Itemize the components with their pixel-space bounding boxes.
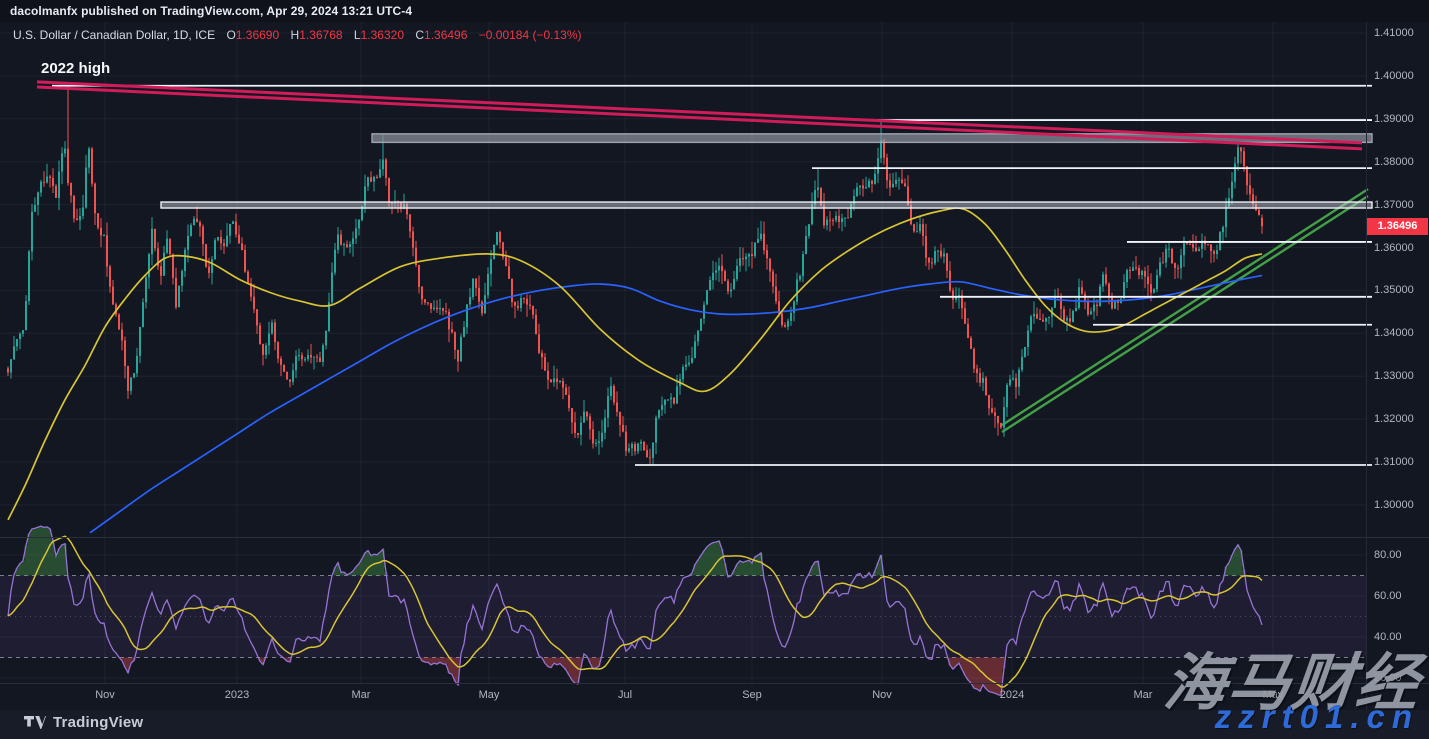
price-axis-label: 1.41000	[1374, 27, 1414, 39]
last-price-badge: 1.36496	[1367, 217, 1428, 235]
tradingview-logo-text: TradingView	[53, 714, 144, 731]
time-axis-label: 2024	[999, 689, 1025, 701]
bottom-bar	[0, 710, 1429, 739]
ma-200-line	[89, 274, 1263, 534]
rsi-ma-line	[7, 535, 1263, 688]
descending-trendlines	[36, 80, 1363, 151]
rsi-line	[7, 525, 1263, 697]
time-axis-divider	[0, 683, 1429, 684]
rsi-line	[7, 525, 1263, 697]
ascending-channel-lines	[1001, 188, 1369, 433]
annotation-2022-high: 2022 high	[41, 60, 111, 77]
moving-averages	[7, 207, 1263, 534]
ohlc-change-value: −0.00184 (−0.13%)	[478, 28, 582, 42]
price-axis-label: 1.30000	[1374, 498, 1414, 511]
price-axis-label: 1.36000	[1374, 241, 1414, 254]
symbol-legend[interactable]: U.S. Dollar / Canadian Dollar, 1D, ICE O…	[13, 28, 582, 42]
price-axis-label: 1.38000	[1374, 155, 1414, 168]
rsi-ma-line	[7, 535, 1263, 688]
time-axis-label: Nov	[872, 689, 892, 701]
time-axis-label: Nov	[95, 689, 115, 701]
time-axis-label: Mar	[351, 689, 371, 701]
ma-50-line	[7, 207, 1263, 521]
price-axis-border	[1366, 22, 1367, 710]
price-axis-label: 1.31000	[1374, 456, 1414, 468]
symbol-title: U.S. Dollar / Canadian Dollar, 1D, ICE	[13, 28, 216, 42]
ohlc-open-value: 1.36690	[235, 28, 280, 42]
price-axis-label: 1.40000	[1374, 69, 1414, 82]
time-axis-label: 2023	[224, 689, 250, 701]
grid-lines	[0, 22, 1366, 683]
ohlc-high-value: 1.36768	[299, 28, 343, 42]
time-axis-label: Jul	[617, 689, 633, 701]
price-axis-label: 1.37000	[1374, 198, 1414, 211]
ohlc-open-label: O	[226, 28, 236, 42]
time-axis-label: May	[1262, 689, 1284, 701]
tradingview-logo-icon	[24, 716, 46, 729]
attribution-text: dacolmanfx published on TradingView.com,…	[10, 4, 413, 18]
ohlc-high-label: H	[290, 28, 300, 42]
tradingview-logo[interactable]: TradingView	[24, 714, 143, 731]
ohlc-low-label: L	[353, 28, 361, 42]
price-axis-label: 1.39000	[1374, 112, 1414, 125]
rsi-axis-label: 80.00	[1374, 549, 1402, 561]
rsi-axis-label: 40.00	[1374, 631, 1402, 643]
price-axis-label: 1.35000	[1374, 284, 1414, 297]
time-axis-label: Sep	[742, 689, 762, 701]
rsi-axis-label: 20.00	[1374, 672, 1402, 684]
ohlc-close-value: 1.36496	[424, 28, 468, 42]
price-axis-label: 1.34000	[1374, 327, 1414, 340]
rsi-pane	[0, 575, 1366, 658]
attribution-bar: dacolmanfx published on TradingView.com,…	[0, 0, 1429, 22]
price-axis-label: 1.33000	[1374, 370, 1414, 383]
horizontal-levels	[52, 84, 1372, 466]
watermark-url: zzrt01.cn	[1214, 698, 1419, 735]
ohlc-low-value: 1.36320	[360, 28, 404, 42]
ohlc-close-label: C	[415, 28, 425, 42]
rsi-overbought-oversold-fill	[12, 526, 1246, 696]
price-bands	[160, 133, 1373, 209]
price-axis-label: 1.32000	[1374, 413, 1414, 426]
rsi-axis-label: 60.00	[1374, 590, 1402, 602]
time-axis-label: Mar	[1133, 689, 1153, 701]
pane-divider[interactable]	[0, 537, 1429, 538]
time-axis-label: May	[478, 689, 500, 701]
